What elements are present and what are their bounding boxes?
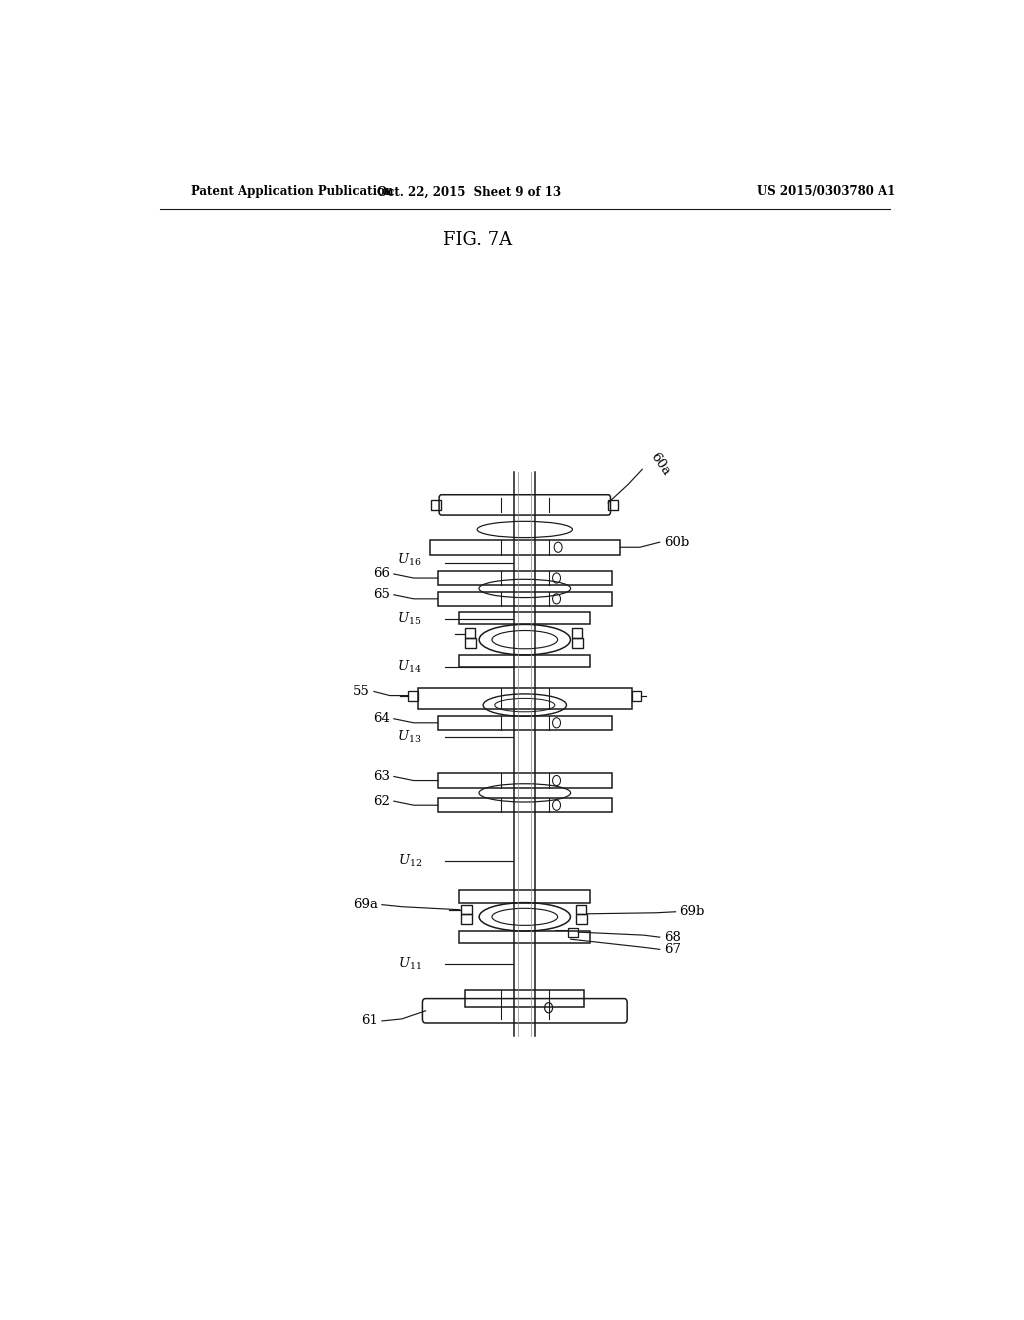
Bar — [608, 500, 618, 510]
Text: FIG. 7A: FIG. 7A — [442, 231, 512, 248]
Bar — [460, 612, 590, 624]
Text: 61: 61 — [361, 1015, 378, 1027]
Bar — [418, 689, 632, 709]
Text: 68: 68 — [664, 931, 681, 944]
Bar — [465, 638, 475, 648]
Text: 55: 55 — [353, 685, 370, 698]
Text: $U_{15}$: $U_{15}$ — [397, 611, 422, 627]
Text: 65: 65 — [373, 589, 390, 602]
Text: 69a: 69a — [353, 898, 378, 911]
Bar — [572, 638, 583, 648]
Bar — [575, 904, 586, 913]
Bar — [437, 572, 612, 585]
Text: 60b: 60b — [664, 536, 689, 549]
Text: $U_{16}$: $U_{16}$ — [397, 552, 422, 568]
Bar — [632, 690, 641, 701]
Text: $U_{13}$: $U_{13}$ — [397, 729, 422, 744]
Text: 64: 64 — [373, 713, 390, 725]
Text: 62: 62 — [373, 795, 390, 808]
Bar — [437, 591, 612, 606]
Bar — [460, 891, 590, 903]
Bar — [465, 628, 475, 638]
Text: 60a: 60a — [648, 450, 673, 478]
Bar — [460, 655, 590, 667]
Bar — [431, 500, 441, 510]
Text: $U_{12}$: $U_{12}$ — [397, 853, 422, 869]
Bar — [437, 799, 612, 812]
Bar — [465, 990, 585, 1007]
Text: 66: 66 — [373, 568, 390, 581]
Bar — [461, 904, 472, 913]
Bar — [437, 774, 612, 788]
Bar — [460, 931, 590, 944]
Bar — [430, 540, 621, 554]
Text: $U_{11}$: $U_{11}$ — [398, 956, 422, 972]
Bar — [437, 715, 612, 730]
Text: Patent Application Publication: Patent Application Publication — [191, 185, 394, 198]
Bar — [568, 928, 578, 937]
Bar — [409, 690, 418, 701]
Text: 63: 63 — [373, 770, 390, 783]
Bar — [575, 913, 587, 924]
Bar — [572, 628, 582, 638]
Text: US 2015/0303780 A1: US 2015/0303780 A1 — [757, 185, 896, 198]
Text: Oct. 22, 2015  Sheet 9 of 13: Oct. 22, 2015 Sheet 9 of 13 — [377, 185, 561, 198]
Bar — [461, 913, 472, 924]
Text: 69b: 69b — [680, 906, 705, 919]
Text: 67: 67 — [664, 942, 681, 956]
Text: $U_{14}$: $U_{14}$ — [397, 659, 422, 675]
